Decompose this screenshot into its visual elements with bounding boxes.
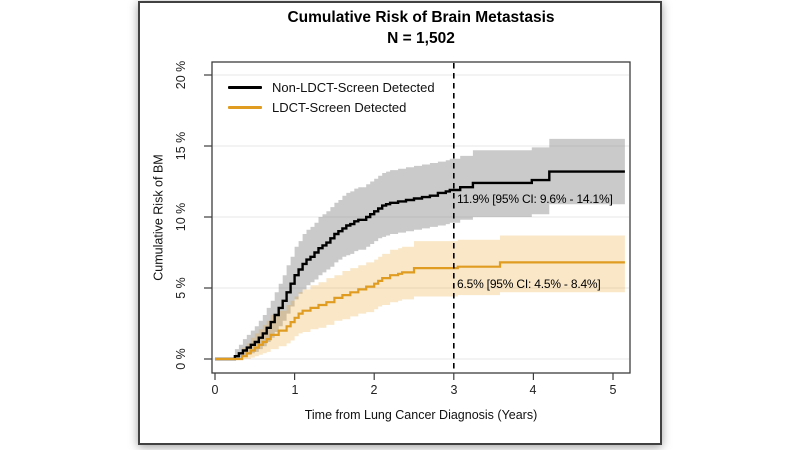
annotation-non-ldct-3yr: 11.9% [95% CI: 9.6% - 14.1%] — [457, 192, 613, 206]
legend-line-ldct — [228, 106, 262, 109]
x-tick-4: 4 — [529, 383, 537, 397]
y-axis-title: Cumulative Risk of BM — [151, 154, 166, 281]
x-tick-1: 1 — [291, 383, 299, 397]
y-tick-10: 10 % — [174, 202, 188, 232]
chart-subtitle: N = 1,502 — [387, 30, 455, 47]
survival-curve-series-0 — [215, 170, 625, 361]
x-tick-5: 5 — [609, 383, 617, 397]
y-tick-15: 15 % — [174, 131, 188, 161]
ci-band-series-0 — [215, 138, 625, 359]
survival-curve-series-1 — [215, 261, 625, 361]
x-tick-3: 3 — [450, 383, 458, 397]
x-tick-2: 2 — [370, 383, 378, 397]
legend-line-non-ldct — [228, 86, 262, 89]
y-tick-20: 20 % — [174, 60, 188, 90]
legend-label-non-ldct: Non-LDCT-Screen Detected — [272, 80, 435, 95]
y-tick-5: 5 % — [174, 277, 188, 299]
ci-band-series-1 — [215, 235, 625, 359]
y-tick-0: 0 % — [174, 348, 188, 370]
legend-label-ldct: LDCT-Screen Detected — [272, 100, 407, 115]
x-axis-title: Time from Lung Cancer Diagnosis (Years) — [304, 408, 538, 422]
chart-title: Cumulative Risk of Brain Metastasis — [287, 9, 555, 26]
x-tick-0: 0 — [211, 383, 219, 397]
annotation-ldct-3yr: 6.5% [95% CI: 4.5% - 8.4%] — [457, 277, 601, 291]
